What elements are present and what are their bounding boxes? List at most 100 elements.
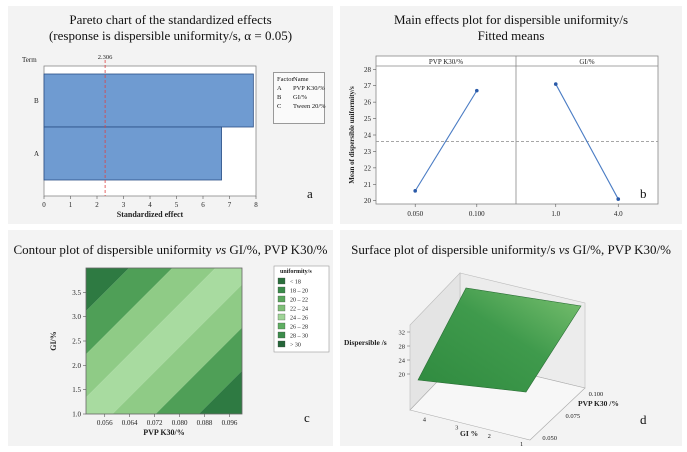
contour-legend-title: uniformity/s <box>280 269 312 275</box>
contour-xtick-label: 0.088 <box>197 419 213 427</box>
pareto-xtick-label: 5 <box>175 201 179 209</box>
main-effects-point-1-0 <box>553 82 558 86</box>
main-effects-title-line1: Main effects plot for dispersible unifor… <box>393 12 629 27</box>
main-effects-y-axis-label: Mean of dispersible uniformity/s <box>348 86 356 184</box>
surface-panel-letter: d <box>640 412 647 427</box>
surface-title-prefix: Surface plot of dispersible uniformity/s <box>351 242 559 257</box>
contour-legend-label-5: 26 – 28 <box>290 325 308 331</box>
main-effects-point-0-0 <box>413 189 417 193</box>
main-effects-factor-header-0: PVP K30/% <box>429 58 463 66</box>
surface-gi-axis-label: GI % <box>460 429 478 438</box>
main-effects-ytick-label: 20 <box>364 197 372 205</box>
pareto-panel: Pareto chart of the standardized effects… <box>8 6 333 224</box>
surface-ztick-label: 32 <box>399 330 406 337</box>
contour-legend-swatch-1 <box>277 286 286 294</box>
legend-row-a-factor: A <box>277 85 282 92</box>
surface-title-suffix: GI/%, PVP K30/% <box>569 242 671 257</box>
legend-row-c: C Tween 20/% <box>277 102 326 111</box>
pareto-xtick-label: 7 <box>228 201 232 209</box>
contour-legend-label-1: 18 – 20 <box>290 289 308 295</box>
surface-z-axis-label: Dispersible /s <box>344 338 387 347</box>
legend-header-name: Name <box>293 76 309 83</box>
contour-xtick-label: 0.072 <box>147 419 163 427</box>
main-effects-point-0-1 <box>475 88 479 93</box>
surface-ztick-label: 20 <box>399 372 406 379</box>
pareto-reference-label: 2.306 <box>98 54 113 61</box>
surface-gi-tick-label: 1 <box>520 441 523 446</box>
surface-title: Surface plot of dispersible uniformity/s… <box>340 242 682 258</box>
contour-legend-swatch-2 <box>277 295 286 303</box>
surface-pvp-tick-label: 0.050 <box>542 435 557 442</box>
pareto-xtick-label: 6 <box>201 201 205 209</box>
main-effects-xtick-label: 4.0 <box>614 210 623 218</box>
main-effects-factor-header-1: GI/% <box>579 58 594 66</box>
main-effects-xtick-label: 1.0 <box>551 210 560 218</box>
pareto-xtick-label: 8 <box>254 201 258 209</box>
surface-panel: Surface plot of dispersible uniformity/s… <box>340 230 682 446</box>
main-effects-panel-letter: b <box>640 186 647 201</box>
main-effects-title: Main effects plot for dispersible unifor… <box>340 12 682 44</box>
legend-row-b-factor: B <box>277 94 282 101</box>
surface-gi-tick-label: 4 <box>423 417 427 424</box>
main-effects-ytick-label: 26 <box>364 99 372 107</box>
contour-fill-group <box>86 268 242 414</box>
main-effects-point-1-1 <box>616 197 621 201</box>
contour-xtick-label: 0.064 <box>122 419 138 427</box>
contour-legend-swatch-3 <box>277 304 286 312</box>
pareto-xtick-label: 1 <box>69 201 73 209</box>
pareto-xtick-label: 4 <box>148 201 152 209</box>
legend-row-c-name: Tween 20/% <box>293 103 326 110</box>
contour-x-axis-label: PVP K30/% <box>143 428 185 437</box>
contour-ytick-label: 3.0 <box>72 313 81 321</box>
surface-pvp-tick-label: 0.075 <box>566 413 581 420</box>
pareto-xtick-label: 0 <box>42 201 46 209</box>
contour-legend-swatch-7 <box>277 340 286 348</box>
contour-chart: 0.056 0.064 0.072 0.080 0.088 0.096 1.0 1.5 2.0 2… <box>49 265 330 437</box>
pareto-xtick-label: 2 <box>95 201 99 209</box>
contour-legend-swatch-4 <box>277 313 286 321</box>
contour-ytick-label: 2.0 <box>72 362 81 370</box>
surface-gi-tick-label: 2 <box>488 433 491 440</box>
main-effects-ytick-label: 24 <box>364 132 372 140</box>
contour-xtick-label: 0.080 <box>172 419 188 427</box>
main-effects-plot-area <box>375 55 659 205</box>
contour-legend-swatch-6 <box>277 331 286 339</box>
main-effects-ytick-label: 23 <box>364 148 372 156</box>
main-effects-chart: 20 21 22 23 24 25 26 27 28 Mean of dispersible un… <box>348 55 659 218</box>
legend-row-a: A PVP K30/% <box>277 84 325 93</box>
main-effects-ytick-label: 21 <box>364 181 372 189</box>
main-effects-line-1 <box>555 83 619 200</box>
surface-pvp-tick-label: 0.100 <box>589 391 604 398</box>
contour-legend-label-3: 22 – 24 <box>290 307 308 313</box>
legend-header-factor: Factor <box>277 76 294 83</box>
pareto-category-a: A <box>34 150 39 158</box>
surface-pvp-axis-label: PVP K30 /% <box>578 399 619 408</box>
contour-title-vs: vs <box>215 242 227 257</box>
contour-panel-letter: c <box>304 410 310 425</box>
contour-title-suffix: GI/%, PVP K30/% <box>226 242 328 257</box>
pareto-title-line1: Pareto chart of the standardized effects <box>69 12 272 27</box>
main-effects-ytick-label: 25 <box>364 115 372 123</box>
pareto-x-axis-label: Standardized effect <box>117 210 184 219</box>
contour-legend-label-2: 20 – 22 <box>290 298 308 304</box>
contour-title-prefix: Contour plot of dispersible uniformity <box>13 242 216 257</box>
main-effects-line-0 <box>414 90 478 192</box>
main-effects-xtick-label: 0.100 <box>469 210 485 218</box>
legend-row-c-factor: C <box>277 103 282 110</box>
legend-row-a-name: PVP K30/% <box>293 85 325 92</box>
legend-header: FactorName <box>277 75 321 84</box>
contour-legend-label-0: < 18 <box>290 280 301 286</box>
pareto-title: Pareto chart of the standardized effects… <box>8 12 333 44</box>
contour-band-3 <box>86 268 242 414</box>
surface-title-vs: vs <box>558 242 570 257</box>
contour-band-2 <box>86 268 216 398</box>
pareto-bar-b <box>43 73 254 128</box>
pareto-term-label: Term <box>22 56 37 64</box>
contour-title: Contour plot of dispersible uniformity v… <box>8 242 333 258</box>
legend-row-b: B GI/% <box>277 93 321 102</box>
main-effects-ytick-label: 27 <box>364 82 372 90</box>
contour-panel: Contour plot of dispersible uniformity v… <box>8 230 333 446</box>
contour-ytick-label: 3.5 <box>72 289 81 297</box>
contour-legend-swatch-0 <box>277 277 286 285</box>
